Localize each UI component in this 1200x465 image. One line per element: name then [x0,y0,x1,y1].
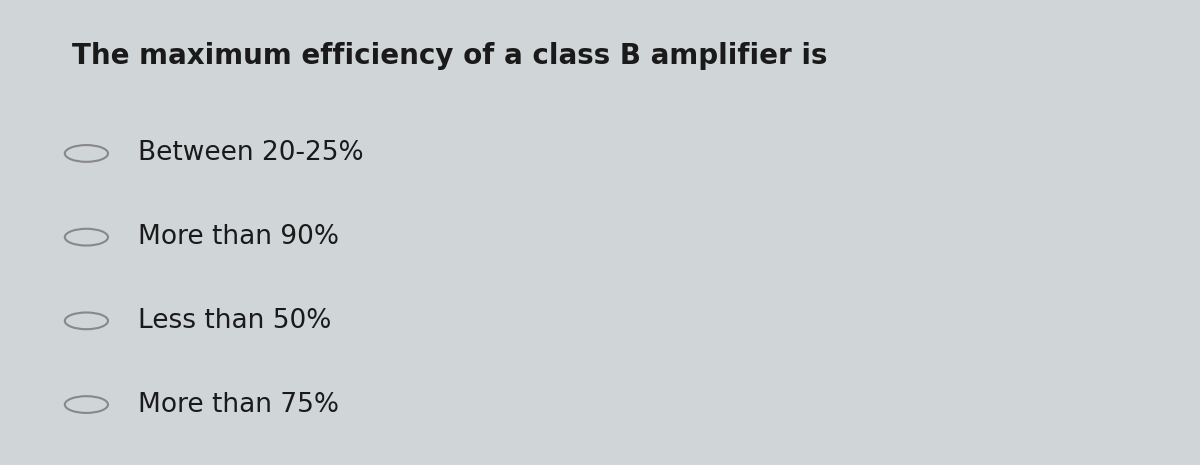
Text: The maximum efficiency of a class B amplifier is: The maximum efficiency of a class B ampl… [72,42,828,70]
Text: More than 75%: More than 75% [138,392,340,418]
Text: More than 90%: More than 90% [138,224,340,250]
Text: Less than 50%: Less than 50% [138,308,331,334]
Text: Between 20-25%: Between 20-25% [138,140,364,166]
